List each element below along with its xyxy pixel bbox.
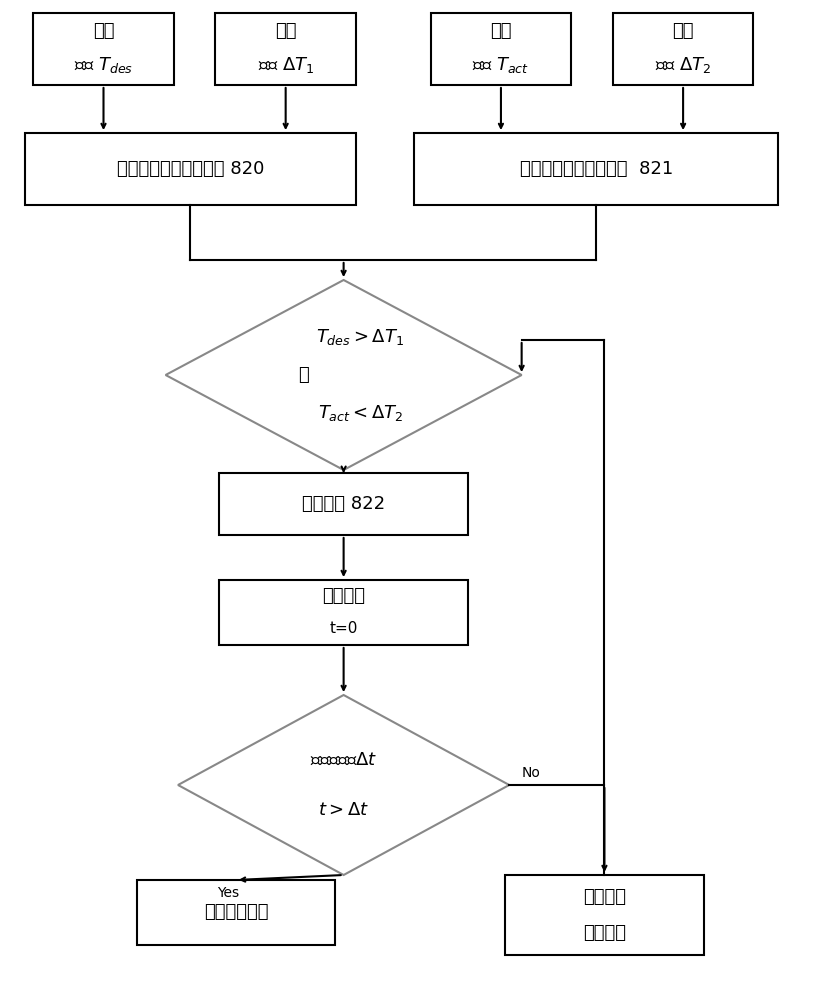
Text: Yes: Yes <box>217 886 238 900</box>
Bar <box>219 473 467 535</box>
Text: 计时模块 822: 计时模块 822 <box>302 495 385 513</box>
Polygon shape <box>165 280 521 470</box>
Polygon shape <box>178 695 509 875</box>
Text: 反馈: 反馈 <box>490 22 511 40</box>
Text: 驱动力矩命令监测模块 820: 驱动力矩命令监测模块 820 <box>117 160 264 178</box>
Bar <box>430 13 571 85</box>
Bar <box>414 133 777 205</box>
Text: 力矩: 力矩 <box>275 22 296 40</box>
Text: 且: 且 <box>298 366 308 384</box>
Bar <box>612 13 753 85</box>
Text: 力矩 $T_{act}$: 力矩 $T_{act}$ <box>472 55 528 75</box>
Text: 力矩: 力矩 <box>672 22 693 40</box>
Bar <box>215 13 356 85</box>
Text: 正常工作: 正常工作 <box>582 924 625 942</box>
Text: 门限 $\Delta T_2$: 门限 $\Delta T_2$ <box>654 55 710 75</box>
Bar <box>219 580 467 645</box>
Bar <box>33 13 174 85</box>
Text: 命令 $T_{des}$: 命令 $T_{des}$ <box>74 55 133 75</box>
Text: 门限 $\Delta T_1$: 门限 $\Delta T_1$ <box>257 55 313 75</box>
Bar <box>504 875 703 955</box>
Text: $T_{act} < \Delta T_2$: $T_{act} < \Delta T_2$ <box>318 403 402 423</box>
Text: 驱动电机: 驱动电机 <box>582 888 625 906</box>
Text: 力矩: 力矩 <box>93 22 114 40</box>
Text: 驱动力矩执行监测模块  821: 驱动力矩执行监测模块 821 <box>519 160 672 178</box>
Text: $t > \Delta t$: $t > \Delta t$ <box>318 801 369 819</box>
Text: 时间门限值$\Delta t$: 时间门限值$\Delta t$ <box>309 751 377 769</box>
Text: $T_{des} > \Delta T_1$: $T_{des} > \Delta T_1$ <box>316 327 404 347</box>
Bar <box>25 133 356 205</box>
Text: t=0: t=0 <box>329 621 357 636</box>
Bar <box>136 880 335 945</box>
Text: 计时开始: 计时开始 <box>322 588 365 606</box>
Text: No: No <box>521 766 540 780</box>
Text: 驱动电机失效: 驱动电机失效 <box>203 904 268 922</box>
